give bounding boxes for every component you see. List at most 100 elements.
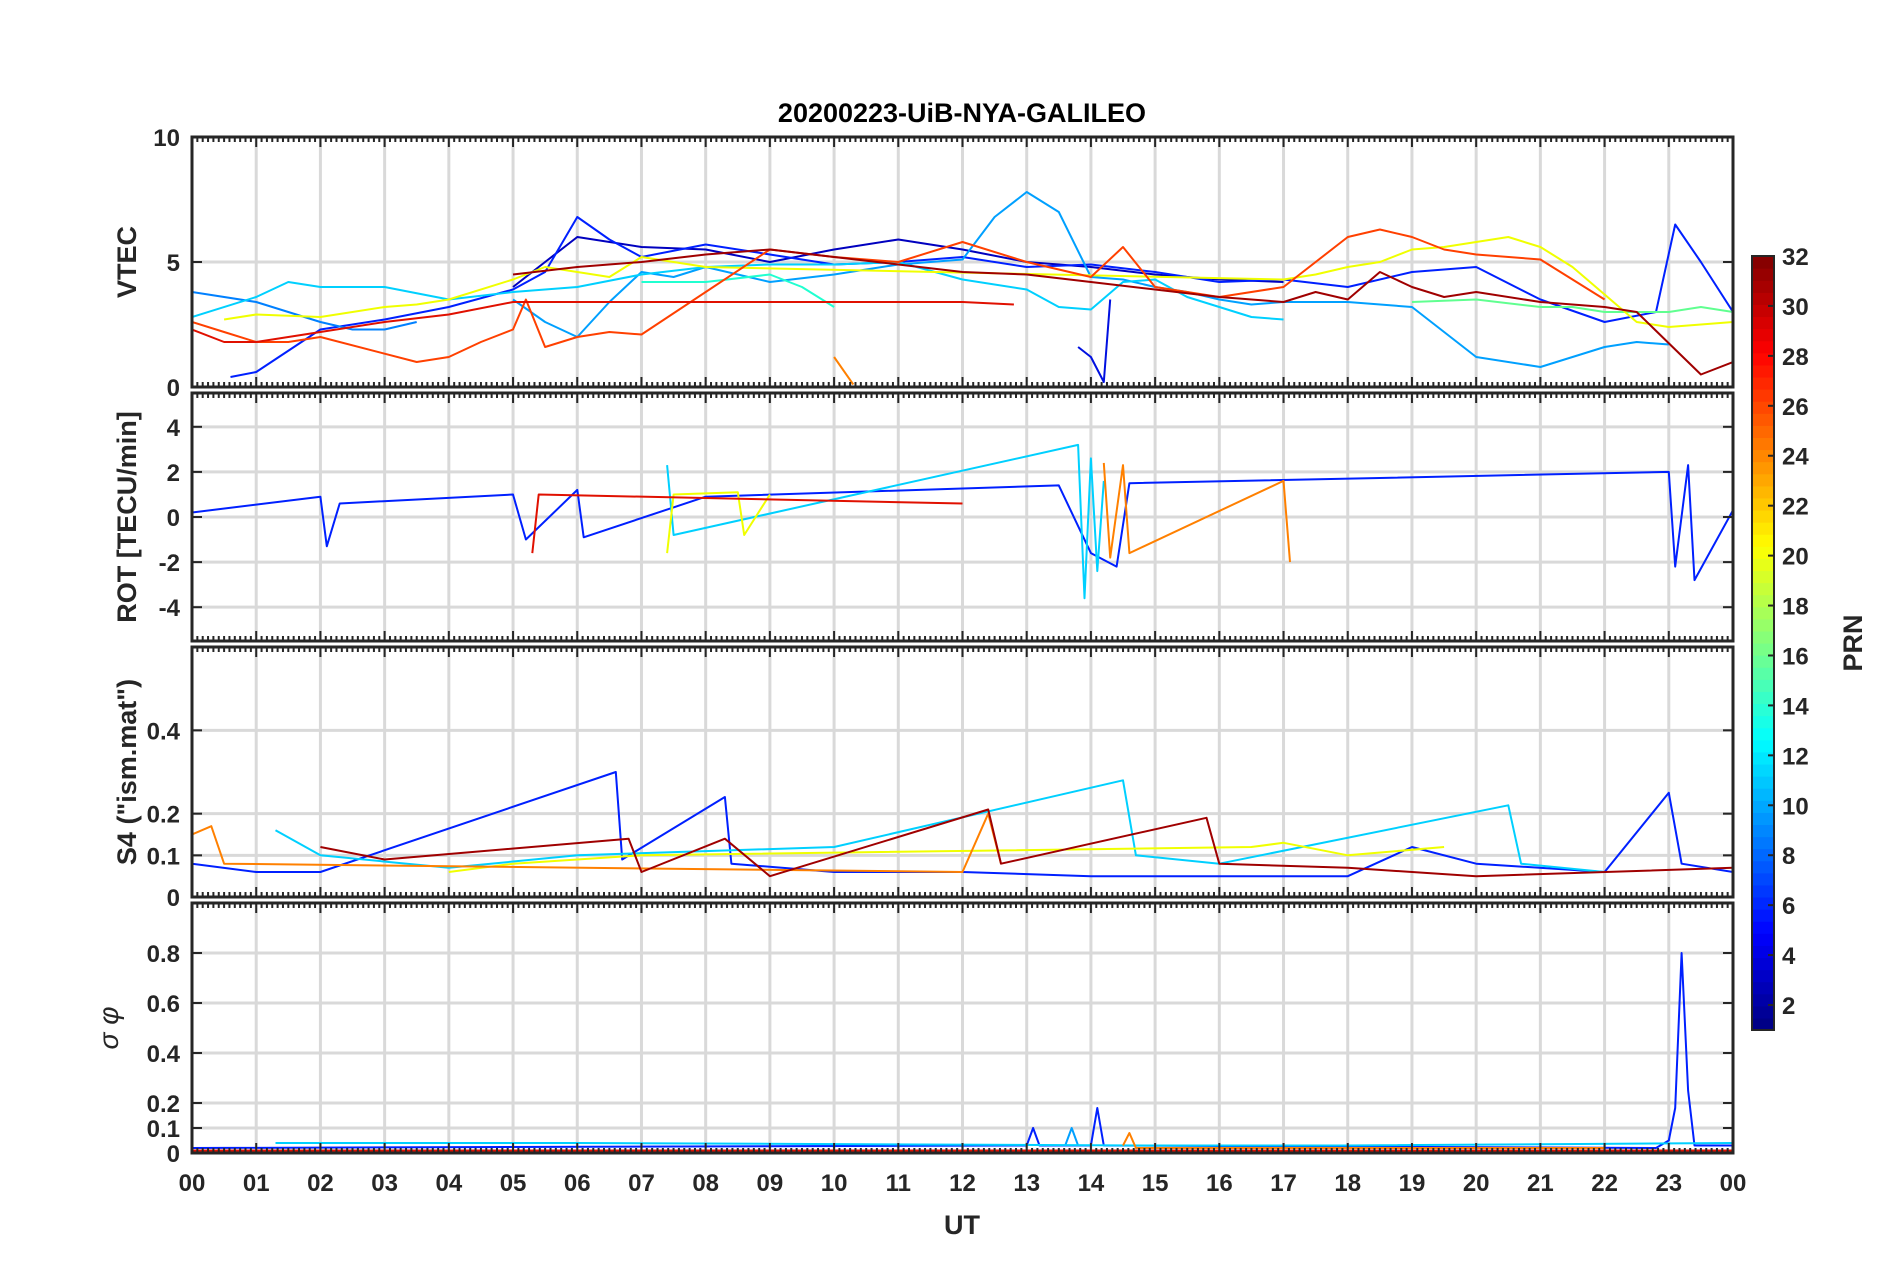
colorbar-segment — [1752, 921, 1774, 934]
colorbar-tick-label: 10 — [1782, 793, 1809, 820]
series-prn-12 — [275, 779, 1605, 873]
y-tick-label: 0 — [167, 505, 180, 532]
x-tick-label: 12 — [949, 1170, 976, 1197]
panel-sigma-phi: 00.10.2 0.4 0.6 0.8 σ φ 00 01 02 03 04 05 06 07 08 09 1… — [93, 901, 1747, 1197]
colorbar-segment — [1752, 679, 1774, 692]
colorbar-segment — [1752, 316, 1774, 330]
x-tick-label: 09 — [757, 1170, 784, 1197]
x-tick-label: 06 — [564, 1170, 591, 1197]
colorbar-segment — [1752, 751, 1774, 765]
colorbar-segment — [1752, 509, 1774, 523]
series-prn-10 — [512, 191, 1669, 368]
colorbar-segment — [1752, 352, 1774, 366]
panel-vtec: 0 5 10 VTEC — [112, 125, 1735, 402]
colorbar-segment — [1752, 389, 1774, 402]
series-prn-4 — [192, 952, 1733, 1149]
colorbar-segment — [1752, 304, 1774, 318]
x-tick-label: 04 — [435, 1170, 462, 1197]
series-prn-4 — [192, 464, 1733, 582]
colorbar-segment — [1752, 993, 1774, 1007]
colorbar-segment — [1752, 1005, 1774, 1019]
colorbar-tick-label: 26 — [1782, 394, 1809, 421]
colorbar-segment — [1752, 836, 1774, 850]
colorbar-segment — [1752, 1017, 1774, 1031]
colorbar-label: PRN — [1838, 614, 1868, 671]
colorbar-tick-label: 28 — [1782, 344, 1809, 371]
colorbar-segment — [1752, 401, 1774, 414]
colorbar-segment — [1752, 715, 1774, 729]
y-tick-label: 0 — [167, 885, 180, 912]
colorbar-tick-label: 6 — [1782, 893, 1795, 920]
x-tick-label: 00 — [179, 1170, 206, 1197]
y-tick-label: 0.1 — [147, 1116, 180, 1143]
colorbar-segment — [1752, 497, 1774, 511]
y-tick-label: 0.6 — [147, 991, 180, 1018]
y-tick-label: 0.2 — [147, 802, 180, 829]
y-tick-label: 0.8 — [147, 941, 180, 968]
x-tick-label: 22 — [1591, 1170, 1618, 1197]
colorbar-segment — [1752, 340, 1774, 354]
y-tick-label: 0 — [167, 1141, 180, 1168]
series-prn-24 — [1102, 462, 1291, 563]
series-prn-8 — [192, 291, 417, 331]
colorbar-segment — [1752, 957, 1774, 971]
x-tick-label: 11 — [886, 1170, 911, 1197]
colorbar-segment — [1752, 437, 1774, 451]
x-tick-label: 23 — [1655, 1170, 1682, 1197]
colorbar-segment — [1752, 643, 1774, 656]
colorbar-segment — [1752, 703, 1774, 717]
x-tick-label: 08 — [692, 1170, 719, 1197]
colorbar-segment — [1752, 280, 1774, 293]
series-prn-29 — [192, 301, 1014, 343]
colorbar-segment — [1752, 727, 1774, 741]
colorbar-segment — [1752, 896, 1774, 910]
x-tick-label: 21 — [1527, 1170, 1554, 1197]
x-tick-label: 15 — [1142, 1170, 1169, 1197]
colorbar-segment — [1752, 268, 1774, 281]
colorbar-tick-label: 18 — [1782, 594, 1809, 621]
series-group — [192, 191, 1733, 386]
colorbar-segment — [1752, 655, 1774, 668]
series-prn-26 — [192, 228, 1606, 363]
colorbar-segment — [1752, 933, 1774, 946]
series-group — [192, 771, 1733, 878]
x-tick-label: 07 — [628, 1170, 655, 1197]
x-tick-label: 00 — [1720, 1170, 1747, 1197]
x-tick-label: 20 — [1463, 1170, 1490, 1197]
x-tick-label: 16 — [1206, 1170, 1233, 1197]
panel-s4: 0 0.1 0.2 0.4S4 ("ism.mat") — [112, 645, 1735, 912]
y-tick-label: 5 — [167, 250, 180, 277]
series-group — [192, 443, 1733, 600]
colorbar-segment — [1752, 534, 1774, 547]
y-axis-label: σ φ — [93, 1007, 124, 1050]
colorbar-segment — [1752, 981, 1774, 995]
colorbar-segment — [1752, 909, 1774, 922]
x-tick-label: 17 — [1270, 1170, 1297, 1197]
colorbar-segment — [1752, 606, 1774, 620]
colorbar-segment — [1752, 292, 1774, 305]
y-tick-label: 0.1 — [147, 843, 180, 870]
y-tick-label: 0 — [167, 375, 180, 402]
series-prn-29 — [531, 493, 963, 554]
colorbar-segment — [1752, 425, 1774, 439]
colorbar-segment — [1752, 872, 1774, 886]
series-prn-12 — [192, 261, 1284, 321]
colorbar-segment — [1752, 461, 1774, 475]
series-prn-24 — [1122, 1132, 1605, 1149]
series-prn-10 — [1064, 1127, 1080, 1146]
x-tick-label: 03 — [371, 1170, 398, 1197]
colorbar-segment — [1752, 485, 1774, 499]
colorbar-segment — [1752, 945, 1774, 959]
colorbar-segment — [1752, 667, 1774, 680]
colorbar-tick-label: 30 — [1782, 294, 1809, 321]
colorbar-segment — [1752, 884, 1774, 898]
colorbar-segment — [1752, 739, 1774, 753]
x-tick-label: 14 — [1078, 1170, 1105, 1197]
chart-title: 20200223-UiB-NYA-GALILEO — [778, 98, 1146, 128]
colorbar-segment — [1752, 570, 1774, 584]
y-tick-label: 4 — [167, 415, 181, 442]
colorbar-segment — [1752, 630, 1774, 644]
y-tick-label: 0.4 — [147, 1041, 181, 1068]
